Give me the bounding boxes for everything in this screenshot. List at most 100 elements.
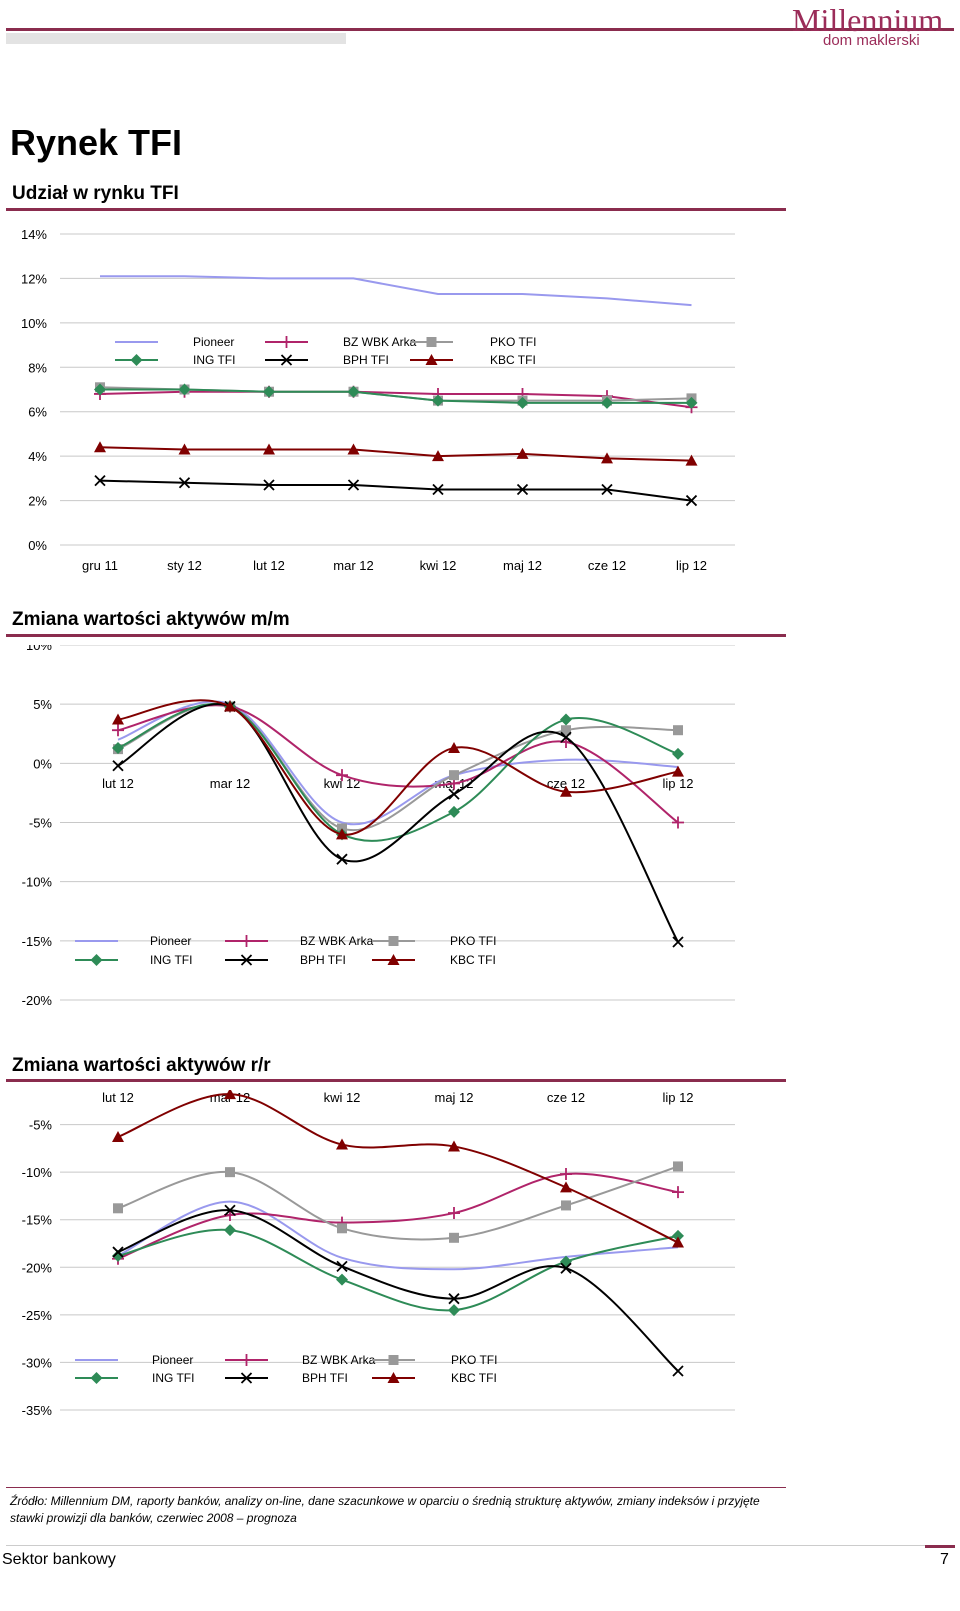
x-tick-label: maj 12 — [503, 558, 542, 573]
chart-legend: Pioneer BZ WBK Arka PKO TFI ING TFI BPH TFI K… — [75, 934, 496, 967]
header-rule — [6, 28, 954, 31]
data-point — [432, 483, 444, 496]
series-line — [117, 1200, 679, 1271]
page-number: 7 — [940, 1551, 949, 1568]
chart-legend: Pioneer BZ WBK Arka PKO TFI ING TFI BPH TFI K… — [115, 335, 536, 367]
data-point — [601, 396, 613, 409]
header-shade — [6, 33, 346, 44]
y-tick-label: 5% — [33, 697, 52, 712]
data-point — [112, 741, 124, 754]
legend-label: BPH TFI — [300, 953, 346, 967]
footer-rule — [6, 1545, 954, 1546]
data-point — [178, 443, 191, 455]
legend-marker — [90, 1372, 103, 1384]
section-title-rr: Zmiana wartości aktywów r/r — [12, 1055, 271, 1076]
section-title-market-share: Udział w rynku TFI — [12, 183, 179, 204]
market-share-chart: 0% 2% 4% 6% 8% 10% 12% 14% gru 11 sty 12 lut 12 mar… — [21, 227, 735, 573]
brand-logo: Millennium — [792, 2, 944, 38]
data-point — [347, 479, 360, 491]
data-point — [263, 385, 275, 398]
legend-label: Pioneer — [150, 934, 191, 948]
legend-marker — [388, 936, 399, 946]
data-point — [685, 396, 698, 409]
section-rule — [6, 1079, 786, 1082]
x-tick-label: lut 12 — [102, 776, 134, 791]
series-pioneer — [100, 275, 692, 307]
data-point — [672, 1365, 684, 1377]
series-bph-tfi — [112, 700, 684, 948]
series-bph-tfi — [112, 1204, 684, 1377]
legend-marker — [280, 354, 293, 366]
x-tick-label: gru 11 — [82, 558, 118, 573]
series-kbc-tfi — [94, 441, 698, 466]
footer-section-name: Sektor bankowy — [2, 1551, 116, 1568]
y-tick-label: -15% — [22, 934, 53, 949]
series-line — [117, 1172, 679, 1260]
data-point — [94, 441, 106, 453]
data-point — [560, 731, 572, 743]
data-point — [178, 477, 191, 489]
data-point — [560, 1262, 572, 1274]
series-line — [117, 1209, 679, 1372]
data-point — [178, 383, 191, 396]
data-point — [347, 385, 360, 398]
data-point — [112, 724, 124, 737]
data-point — [672, 936, 684, 948]
series-line — [117, 703, 679, 943]
legend-marker — [426, 337, 437, 347]
data-point — [685, 454, 698, 466]
y-tick-label: -25% — [22, 1308, 53, 1323]
page-number-bar — [925, 1545, 955, 1548]
series-line — [117, 704, 679, 824]
x-tick-label: lip 12 — [662, 776, 693, 791]
series-line — [117, 1093, 679, 1244]
legend-marker — [280, 336, 293, 348]
data-point — [112, 1249, 124, 1262]
series-pko-tfi — [113, 701, 683, 834]
y-tick-label: -20% — [22, 1260, 53, 1275]
data-point — [263, 479, 275, 491]
data-point — [448, 1304, 460, 1317]
data-point — [224, 700, 236, 712]
legend-label: BPH TFI — [302, 1371, 348, 1385]
series-line — [100, 275, 692, 307]
series-line — [117, 1165, 679, 1241]
data-point — [601, 452, 613, 464]
series-ing-tfi — [94, 383, 698, 409]
series-kbc-tfi — [112, 1090, 684, 1248]
chart-legend: Pioneer BZ WBK Arka PKO TFI ING TFI BPH TFI K… — [75, 1353, 497, 1385]
data-point — [516, 483, 529, 496]
data-point — [516, 396, 529, 409]
data-point — [561, 725, 571, 736]
data-point — [449, 770, 459, 781]
legend-marker — [130, 354, 143, 366]
source-rule — [6, 1487, 786, 1488]
data-point — [673, 1161, 683, 1172]
y-tick-label: -15% — [22, 1213, 53, 1228]
legend-marker — [388, 1355, 399, 1365]
data-point — [448, 1207, 460, 1220]
data-point — [336, 1260, 348, 1272]
data-point — [672, 1236, 684, 1248]
data-point — [673, 725, 683, 736]
series-bz-wbk-arka — [112, 1168, 684, 1265]
legend-label: BZ WBK Arka — [302, 1353, 376, 1367]
y-tick-label: -10% — [22, 1165, 53, 1180]
data-point — [112, 760, 124, 772]
data-point — [432, 450, 444, 462]
y-tick-label: 0% — [28, 538, 47, 553]
data-point — [336, 1138, 348, 1150]
legend-label: ING TFI — [193, 353, 235, 367]
y-tick-label: -30% — [22, 1355, 53, 1370]
data-point — [112, 1246, 124, 1258]
data-point — [337, 1223, 347, 1234]
data-point — [448, 805, 460, 818]
x-tick-label: lut 12 — [102, 1090, 134, 1105]
y-tick-label: 6% — [28, 405, 47, 420]
series-line — [100, 388, 692, 404]
data-point — [263, 443, 275, 455]
data-point — [672, 1186, 684, 1199]
data-point — [672, 747, 684, 760]
x-tick-label: cze 12 — [588, 558, 626, 573]
